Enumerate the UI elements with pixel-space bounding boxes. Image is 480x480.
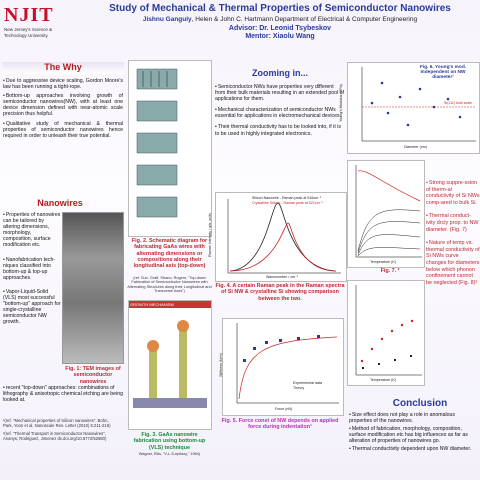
- why-list: Due to aggressive device scaling, Gordon…: [3, 78, 123, 142]
- raman-legend: Silicon Nanowire - Raman peak at 516cm⁻¹: [252, 196, 322, 200]
- fig6-x-label: Diameter (nm): [404, 145, 427, 149]
- mentor: Mentor: Xiaolu Wang: [245, 33, 315, 40]
- fig1-caption: Fig. 1: TEM images of semiconductor nano…: [65, 366, 121, 385]
- raman-art: [227, 199, 341, 274]
- stiffness-plot: Experimental data Theory Stiffness (N/m)…: [218, 318, 344, 416]
- why-bullet: Due to aggressive device scaling, Gordon…: [3, 78, 123, 90]
- raman-plot: Silicon Nanowire - Raman peak at 516cm⁻¹…: [208, 192, 347, 282]
- fig8-plot: Temperature (K): [347, 280, 425, 386]
- temp-x-label: Temperature (K): [370, 378, 396, 382]
- zooming-heading: Zooming in...: [252, 68, 308, 78]
- fig7-plot: Temperature (K): [347, 160, 425, 268]
- fig8-art: [355, 285, 422, 376]
- fig6-art: [361, 67, 476, 142]
- conclusion-heading: Conclusion: [392, 398, 448, 409]
- fig4-caption: Fig. 4. A certain Raman peak in the Rama…: [215, 283, 345, 302]
- fig5-caption: Fig. 5. Force const of NW depends on app…: [221, 418, 339, 431]
- why-heading: The Why: [2, 62, 124, 74]
- fig6-note: Si(111) bulk scale: [444, 101, 473, 105]
- ref: ²(ref. "Thermal Transport in Semiconduct…: [3, 431, 107, 441]
- fig2-art: [136, 68, 178, 218]
- conclusion-bullet: Size effect does not play a role in anom…: [349, 412, 479, 424]
- logo-sub: New Jersey's Science & Technology Univer…: [4, 27, 53, 38]
- nw-bullet-text: recent "top-down" approaches: combinatio…: [3, 385, 123, 403]
- zoom-bullet: Semiconductor NWs have properties very d…: [215, 84, 345, 102]
- nw-bullet: Nanofabrication tech-niques classified i…: [3, 257, 61, 281]
- stiff-x-label: Force (nN): [275, 407, 293, 411]
- refs: ¹(ref. "Mechanical properties of Silicon…: [3, 418, 113, 441]
- right-bullet: Nature of temp vs. thermal conductivity …: [426, 240, 480, 286]
- fig3-art: [133, 320, 207, 408]
- stiff-legend: Theory: [293, 386, 305, 390]
- stiffness-art: [236, 323, 339, 404]
- raman-x-label: Wavenumber / cm⁻¹: [266, 275, 299, 279]
- tem-images: [62, 212, 124, 364]
- zooming-list: Semiconductor NWs have properties very d…: [215, 84, 345, 140]
- why-bullet: Qualitative study of mechanical & therma…: [3, 121, 123, 139]
- stiff-legend: Experimental data: [293, 381, 322, 385]
- right-bullet: Thermal conduct-ivity drcly prop. to NW …: [426, 213, 480, 233]
- fig3-diagram: GROWTH MECHANISM: [128, 300, 212, 430]
- right-list: Strong suppre-ssion of therm-al conducti…: [426, 180, 480, 289]
- fig6-caption: Fig. 6. Young's mod. Independent on NW d…: [419, 65, 467, 80]
- fig2-caption: Fig. 2. Schematic diagram for fabricatin…: [131, 238, 208, 270]
- advisor: Advisor: Dr. Leonid Tsybeskov: [228, 25, 332, 32]
- logo-name: NJIT: [4, 4, 54, 26]
- header: Study of Mechanical & Thermal Properties…: [80, 3, 480, 40]
- fig7-art: [355, 165, 422, 258]
- fig2-ref: (ref. Sun, Graff, Strano, Rogers, "Top-d…: [127, 276, 212, 294]
- fig3-ref: Wagner, Ellis, "V-L-S-epitaxy," 1964): [138, 452, 201, 456]
- nw-bullet: recent "top-down" approaches: combinatio…: [3, 385, 123, 406]
- fig2-diagram: [128, 60, 212, 237]
- raman-y-label: Raman Intensity / arb. units: [207, 213, 212, 257]
- ref: ¹(ref. "Mechanical properties of Silicon…: [3, 418, 111, 428]
- fig3-caption: Fig. 3. GaAs nanowire fabrication using …: [133, 432, 206, 451]
- growth-label: GROWTH MECHANISM: [129, 301, 211, 308]
- conclusion-list: Size effect does not play a role in anom…: [349, 412, 479, 456]
- affiliation: , Helen & John C. Hartmann Department of…: [191, 16, 418, 23]
- nw-bullet: Vapor-Liquid-Solid (VLS) most successful…: [3, 289, 61, 326]
- stiff-y-label: Stiffness (N/m): [218, 353, 223, 377]
- fig7-caption: Fig. 7. ²: [380, 268, 400, 274]
- conclusion-bullet: Thermal conductivity dependent upon NW d…: [349, 446, 479, 452]
- nanowires-heading: Nanowires: [37, 198, 83, 208]
- zoom-bullet: Mechanical characterization of semicondu…: [215, 107, 345, 119]
- right-bullet: Strong suppre-ssion of therm-al conducti…: [426, 180, 480, 206]
- fig6-plot: Fig. 6. Young's mod. Independent on NW d…: [339, 62, 480, 154]
- author: Jishnu Ganguly: [142, 16, 192, 23]
- title: Study of Mechanical & Thermal Properties…: [109, 3, 451, 14]
- why-bullet: Bottom-up approaches involving growth of…: [3, 93, 123, 117]
- nanowires-list: Properties of nanowires can be tailored …: [3, 212, 61, 329]
- fig6-y-label: Young's Modulus (GPa): [338, 84, 343, 122]
- raman-legend: Crystalline Silicon - Raman peak at 521c…: [252, 201, 323, 205]
- logo: NJIT New Jersey's Science & Technology U…: [4, 4, 76, 54]
- temp-x-label: Temperature (K): [370, 260, 396, 264]
- nw-bullet: Properties of nanowires can be tailored …: [3, 212, 61, 249]
- conclusion-bullet: Method of fabrication, morphology, compo…: [349, 426, 479, 444]
- zoom-bullet: Their thermal conductivity has to be loo…: [215, 124, 345, 136]
